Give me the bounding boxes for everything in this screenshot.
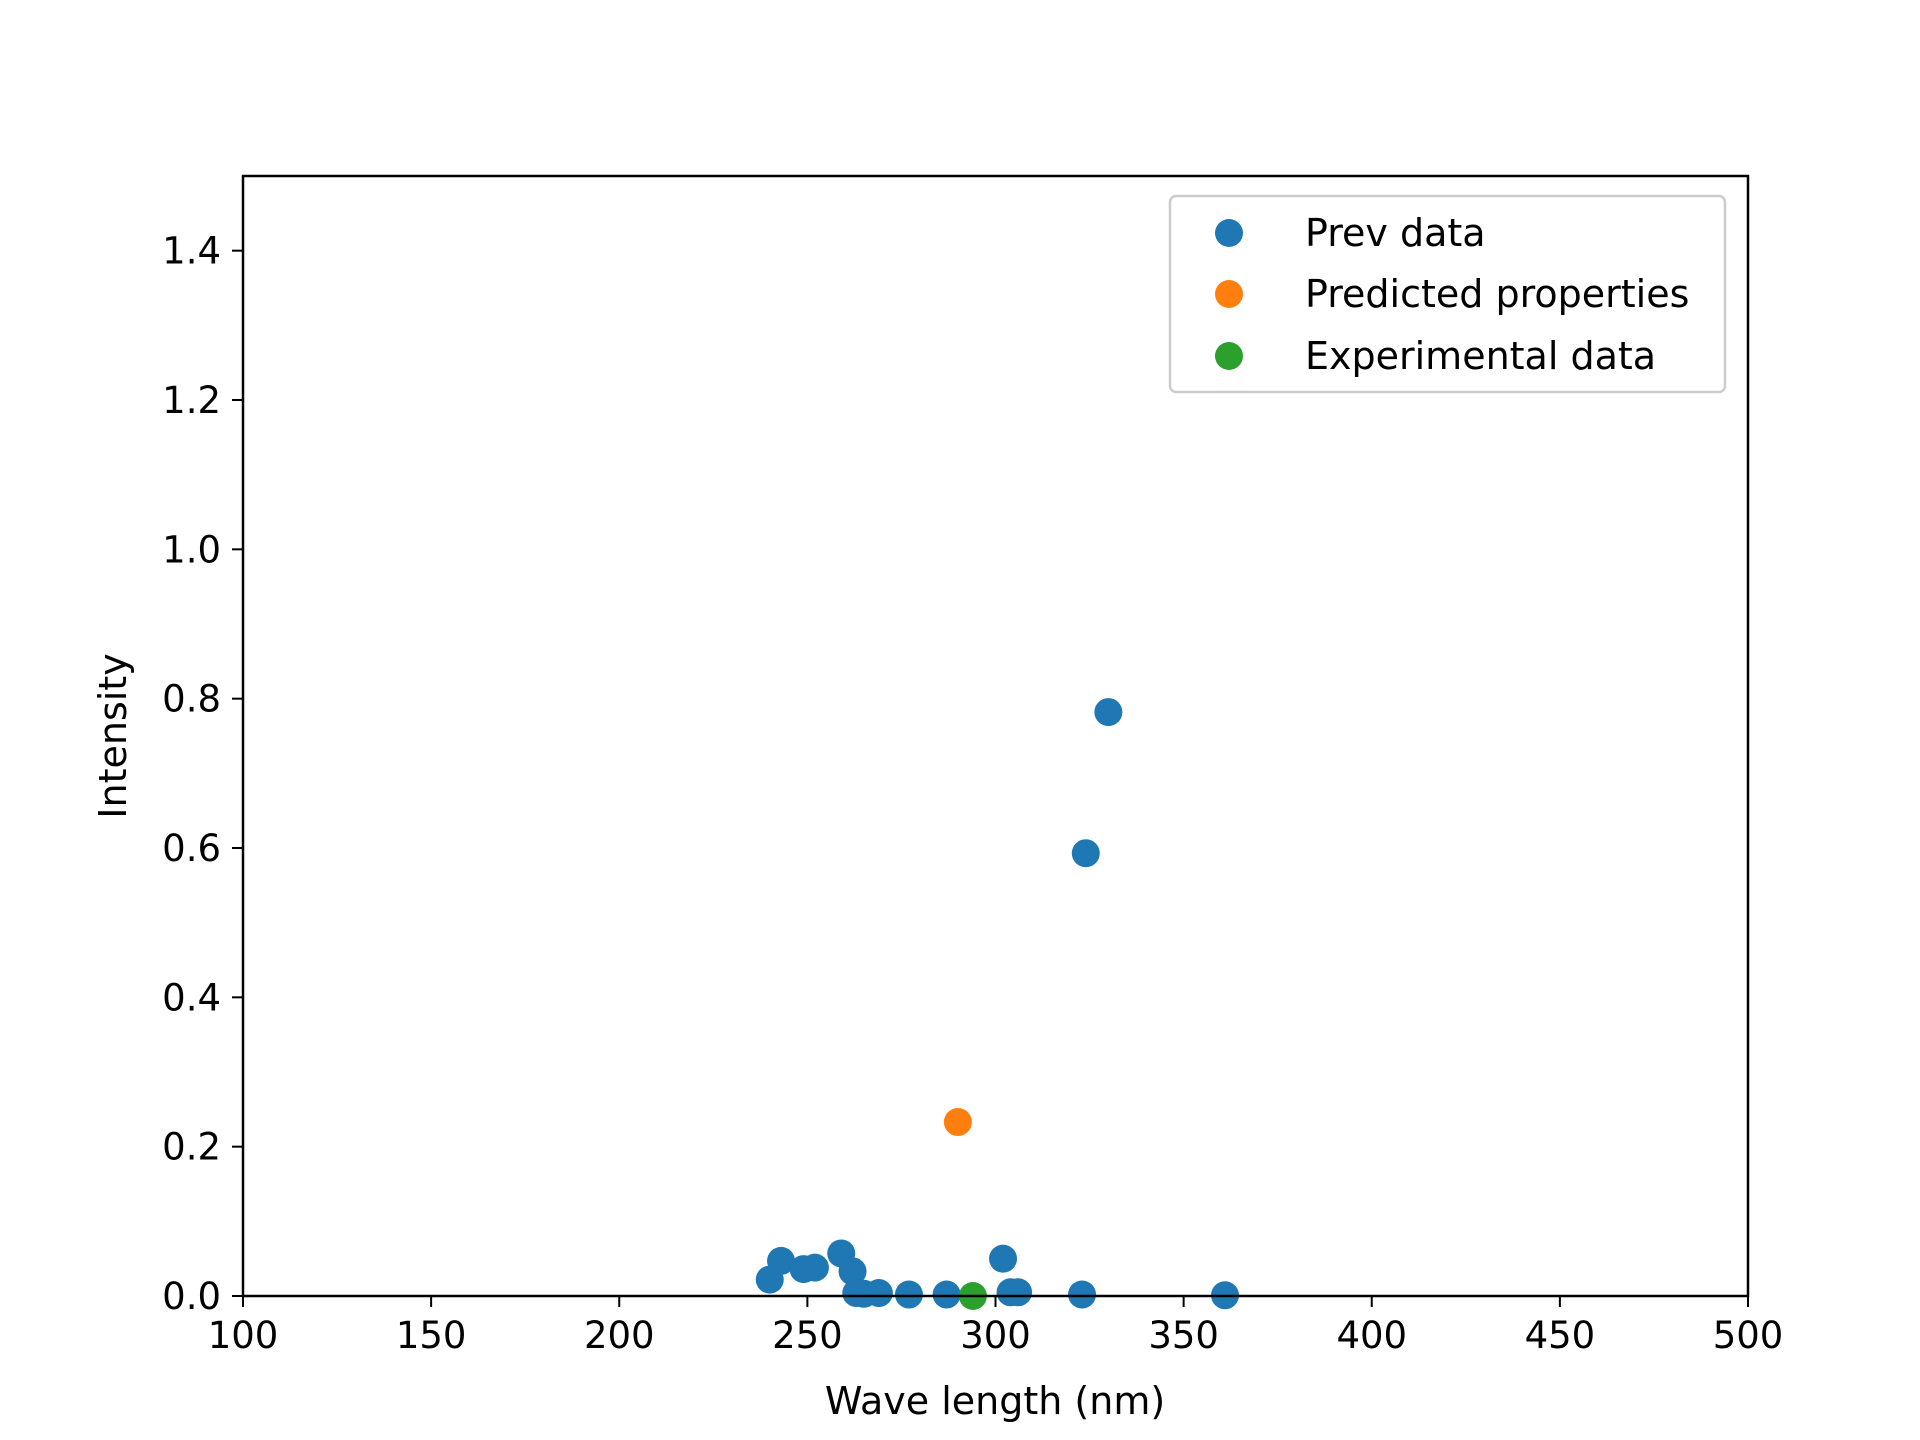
x-tick-label: 250: [772, 1314, 843, 1357]
legend-marker: [1215, 219, 1243, 247]
y-tick-label: 0.8: [162, 678, 221, 721]
data-points: [755, 698, 1240, 1310]
y-tick-label: 1.0: [162, 528, 221, 571]
y-tick-label: 0.4: [162, 976, 221, 1019]
legend-marker: [1215, 342, 1243, 370]
legend: Prev data Predicted properties Experimenta…: [1168, 194, 1727, 394]
y-axis-ticks: 0.0 0.2 0.4 0.6 0.8 1.0 1.2 1.4: [162, 230, 243, 1318]
x-tick-label: 500: [1713, 1314, 1784, 1357]
x-tick-label: 400: [1336, 1314, 1407, 1357]
data-point-1-0: [943, 1108, 972, 1137]
y-tick-label: 0.6: [162, 827, 221, 870]
legend-marker: [1215, 280, 1243, 308]
data-point-0-14: [1068, 1280, 1097, 1309]
data-point-0-8: [864, 1279, 893, 1308]
data-point-0-5: [838, 1257, 867, 1286]
y-tick-label: 0.2: [162, 1126, 221, 1169]
y-tick-label: 1.2: [162, 379, 221, 422]
data-point-0-1: [767, 1246, 796, 1275]
x-tick-label: 450: [1525, 1314, 1596, 1357]
x-tick-label: 150: [396, 1314, 467, 1357]
legend-label: Experimental data: [1305, 334, 1656, 378]
legend-label: Prev data: [1305, 211, 1486, 255]
y-axis-title: Intensity: [91, 653, 135, 818]
data-point-0-10: [932, 1280, 961, 1309]
x-tick-label: 350: [1148, 1314, 1219, 1357]
data-point-0-15: [1071, 839, 1100, 868]
data-point-0-16: [1094, 698, 1123, 727]
legend-items: Prev data Predicted properties Experimenta…: [1215, 211, 1689, 378]
x-tick-label: 100: [208, 1314, 279, 1357]
x-axis-title: Wave length (nm): [825, 1379, 1165, 1423]
data-point-0-11: [989, 1244, 1018, 1273]
x-tick-label: 200: [584, 1314, 655, 1357]
x-tick-label: 300: [960, 1314, 1031, 1357]
legend-box: [1168, 194, 1727, 394]
x-axis-ticks: 100 150 200 250 300 350 400 450 500: [208, 1296, 1784, 1357]
legend-label: Predicted properties: [1305, 272, 1689, 316]
y-tick-label: 1.4: [162, 230, 221, 273]
y-tick-label: 0.0: [162, 1275, 221, 1318]
data-point-0-13: [1004, 1278, 1033, 1307]
data-point-0-9: [894, 1280, 923, 1309]
data-point-0-3: [800, 1253, 829, 1282]
